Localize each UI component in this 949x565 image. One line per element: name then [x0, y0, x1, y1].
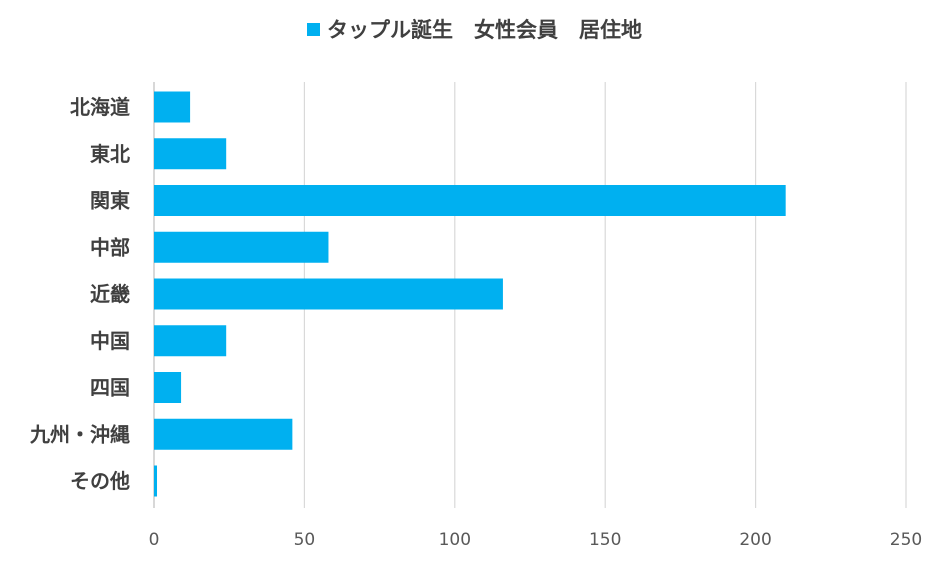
x-tick-label: 0 — [149, 530, 160, 550]
category-label: 近畿 — [90, 282, 130, 306]
x-tick-label: 100 — [439, 530, 471, 550]
bar — [154, 231, 329, 263]
bar — [154, 418, 293, 450]
x-tick-label: 50 — [294, 530, 316, 550]
category-label: 九州・沖縄 — [29, 422, 130, 446]
legend-label: タップル誕生 女性会員 居住地 — [327, 18, 642, 42]
category-label: 関東 — [90, 189, 130, 213]
category-label: 中国 — [90, 329, 130, 353]
category-label: その他 — [70, 469, 130, 493]
bar — [154, 325, 227, 357]
bar — [154, 278, 503, 310]
category-label: 四国 — [90, 376, 130, 400]
bar — [154, 138, 227, 170]
bar — [154, 372, 182, 403]
category-label: 東北 — [90, 142, 130, 166]
x-tick-label: 200 — [739, 530, 771, 550]
bar — [154, 91, 191, 123]
bar — [154, 185, 786, 216]
legend-swatch — [307, 22, 320, 36]
x-tick-label: 150 — [589, 530, 621, 550]
legend: タップル誕生 女性会員 居住地 — [0, 14, 949, 44]
category-label: 中部 — [90, 235, 130, 259]
category-label: 北海道 — [70, 95, 130, 119]
bar — [154, 465, 158, 497]
x-tick-label: 250 — [890, 530, 922, 550]
